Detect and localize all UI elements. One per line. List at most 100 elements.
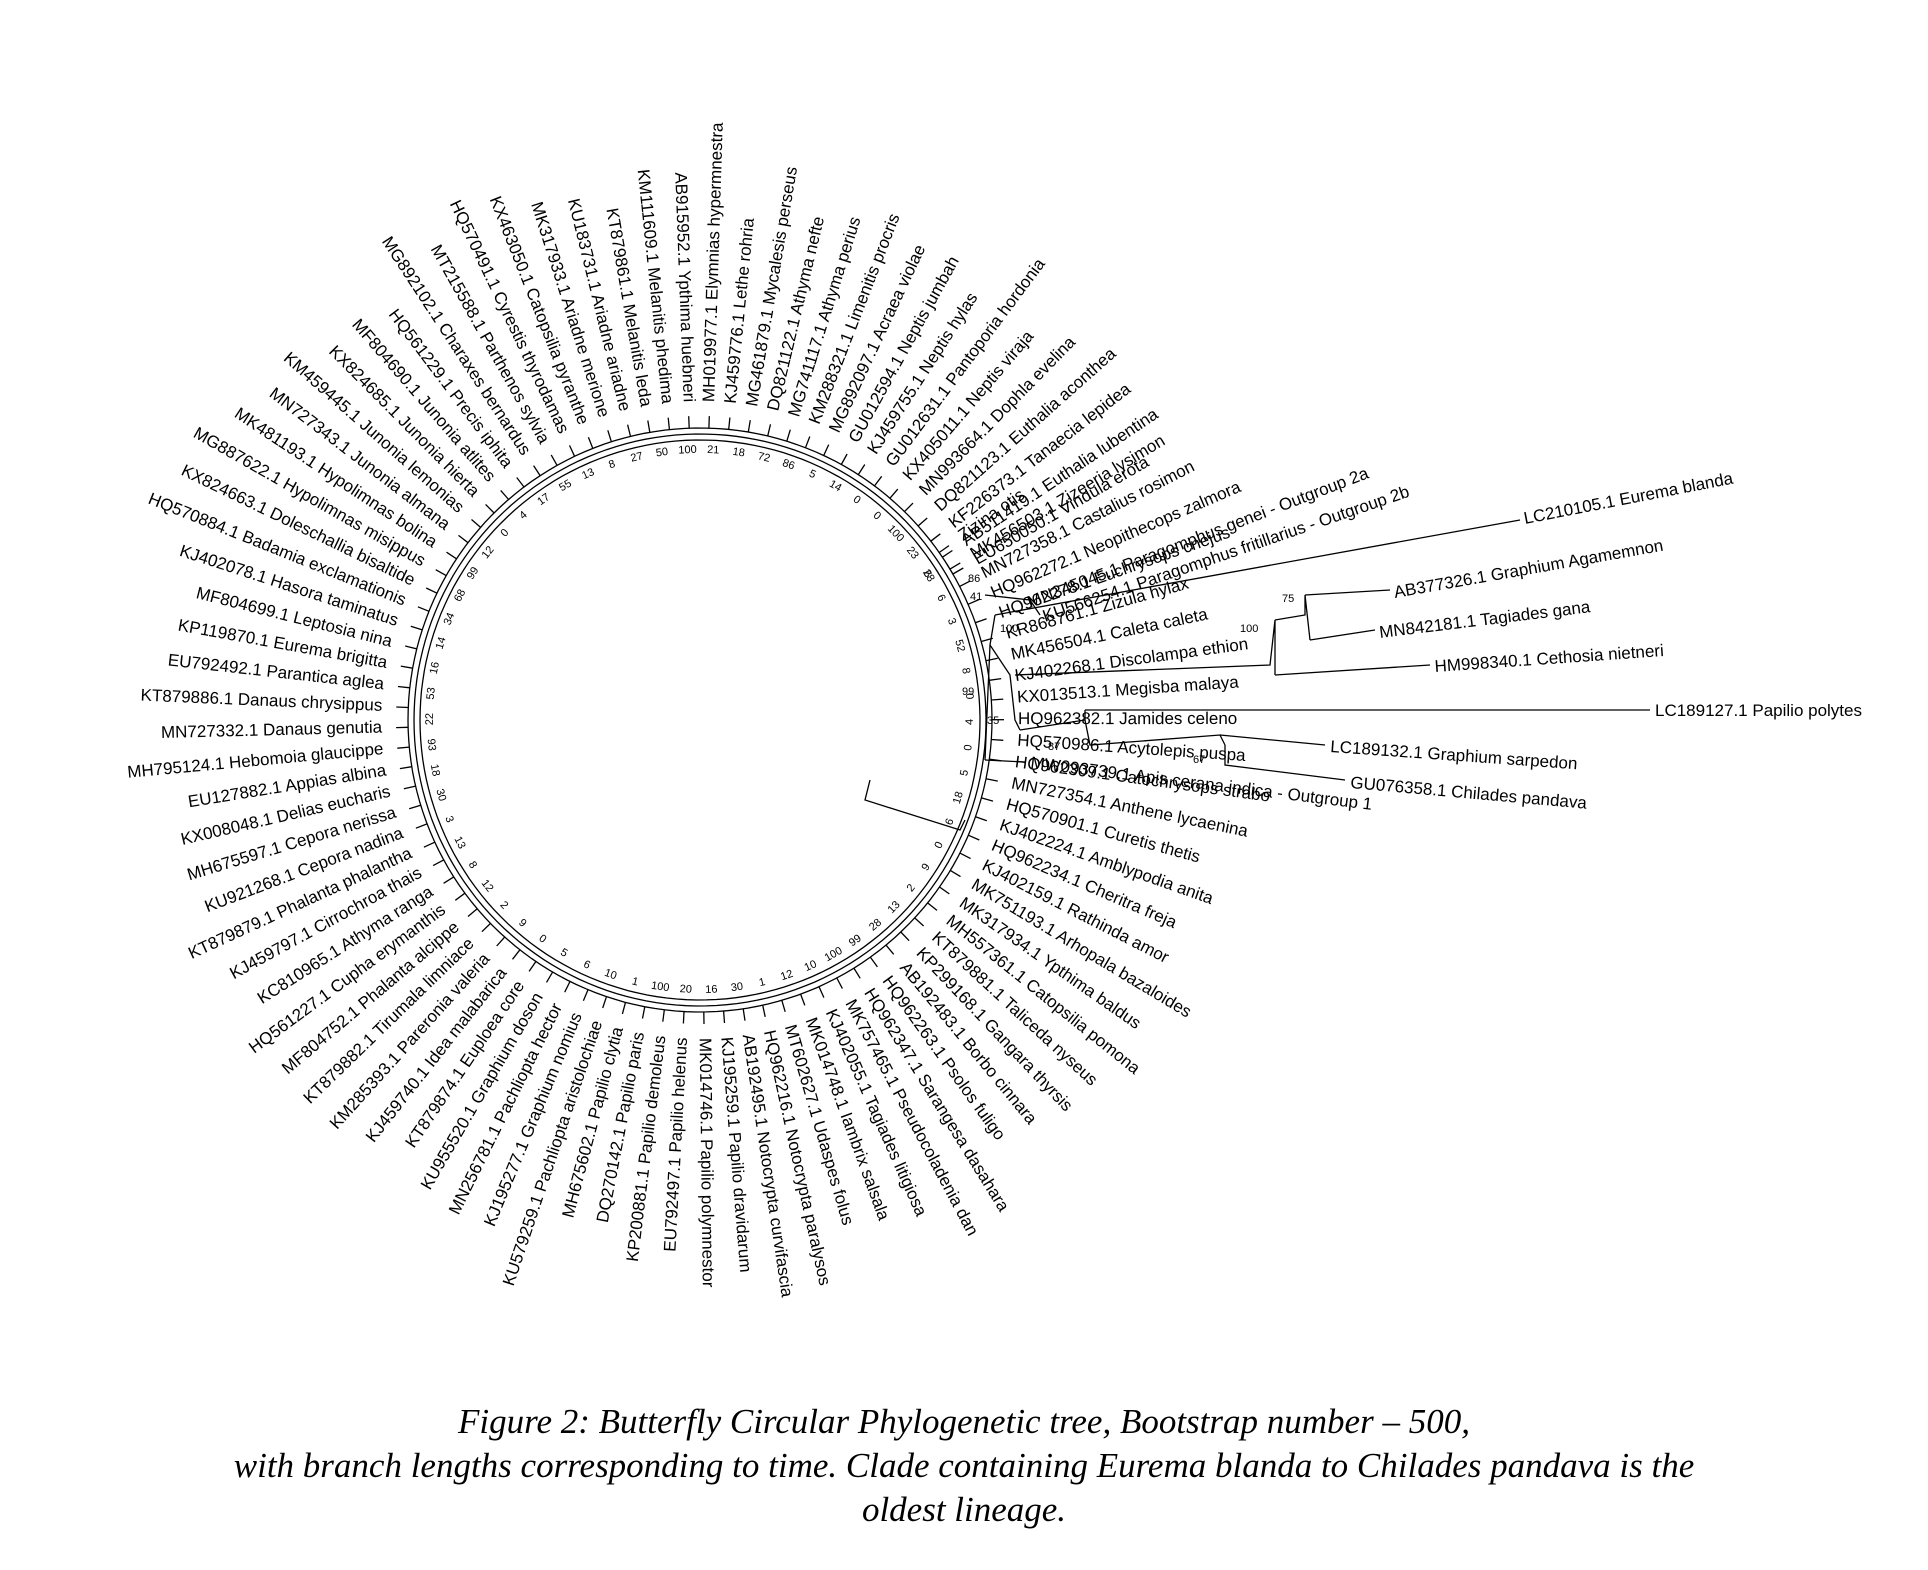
circle-bootstrap-label: 0 <box>498 527 511 540</box>
circle-bootstrap-label: 4 <box>517 509 529 522</box>
leaf-branch <box>917 517 928 527</box>
circle-bootstrap-label: 13 <box>451 835 467 851</box>
circle-bootstrap-label: 99 <box>465 565 482 582</box>
leaf-branch <box>989 677 1002 681</box>
leaf-branch <box>602 996 608 1009</box>
leaf-branch <box>607 430 613 442</box>
leaf-branch <box>975 816 988 822</box>
circle-bootstrap-label: 5 <box>558 946 569 959</box>
leaf-branch <box>786 429 791 442</box>
circle-bootstrap-label: 5 <box>958 769 971 777</box>
leaf-branch <box>762 1005 766 1018</box>
branch-outgroup-2a <box>984 594 1031 601</box>
branch-chilades-pandava <box>1224 745 1346 781</box>
circle-bootstrap-label: 100 <box>885 523 906 545</box>
leaf-branch <box>443 876 455 884</box>
branch-cethosia-nietneri <box>1274 664 1431 676</box>
leaf-eurema-blanda: LC210105.1 Eurema blanda <box>1522 469 1735 528</box>
leaf-branch <box>804 436 811 448</box>
circle-bootstrap-label: 99 <box>847 932 864 949</box>
leaf-branch <box>818 986 825 998</box>
leaf-branch <box>564 981 571 993</box>
circle-bootstrap-label: 9 <box>919 862 932 874</box>
leaf-branch <box>942 549 953 558</box>
circle-bootstrap-label: 100 <box>678 444 697 457</box>
circle-bootstrap-label: 34 <box>442 611 458 627</box>
leaf-branch <box>975 618 987 624</box>
leaf-branch <box>516 477 525 488</box>
boot-86: 86 <box>968 573 980 585</box>
leaf-branch <box>425 587 438 594</box>
circle-bootstrap-label: 20 <box>679 983 692 996</box>
circle-bootstrap-label: 6 <box>920 568 933 580</box>
leaf-branch <box>403 785 416 790</box>
leaf-branch <box>959 852 971 860</box>
circle-bootstrap-label: 12 <box>479 877 496 894</box>
circle-bootstrap-label: 13 <box>580 466 596 482</box>
leaf-branch <box>991 698 1004 701</box>
backbone-arc-2 <box>419 439 981 1001</box>
circular-clade-branches <box>396 416 1004 1025</box>
leaf-branch <box>471 519 482 528</box>
circle-bootstrap-label: 0 <box>871 509 883 522</box>
circle-bootstrap-label: 2 <box>497 899 510 912</box>
leaf-branch <box>621 1002 627 1015</box>
leaf-branch <box>781 1000 786 1012</box>
backbone-arc-1 <box>413 433 987 1007</box>
leaf-cethosia-nietneri: HM998340.1 Cethosia nietneri <box>1434 641 1664 676</box>
leaf-branch <box>985 657 998 662</box>
leaf-branch <box>968 834 980 841</box>
circle-bootstrap-label: 17 <box>535 491 552 508</box>
boot-41: 41 <box>970 591 982 603</box>
boot-100-b: 100 <box>1240 623 1258 635</box>
circle-bootstrap-label: 52 <box>952 638 967 653</box>
circle-bootstrap-label: 18 <box>732 446 746 460</box>
caption-line-2: with branch lengths corresponding to tim… <box>233 1446 1695 1485</box>
leaf-branch <box>853 967 861 979</box>
leaf-branch <box>396 706 409 709</box>
circle-bootstrap-label: 28 <box>920 567 937 584</box>
leaf-branch <box>399 766 412 770</box>
circle-bootstrap-label: 8 <box>466 859 479 871</box>
leaf-branch <box>528 961 537 972</box>
boot-35: 35 <box>987 715 999 727</box>
leaf-branch <box>435 569 447 577</box>
leaf-graphium-agamemnon: AB377326.1 Graphium Agamemnon <box>1392 536 1664 602</box>
leaf-branch <box>873 475 883 487</box>
circle-bootstrap-label: 6 <box>934 593 947 604</box>
leaf-branch <box>927 902 938 911</box>
leaf-branch <box>799 993 806 1006</box>
leaf-branch <box>939 886 950 895</box>
leaf-branch <box>985 778 998 782</box>
leaf-branch <box>840 453 848 465</box>
leaf-branch <box>500 489 510 500</box>
circle-leaf-label: AB915952.1 Ypthima huebneri <box>671 172 699 403</box>
leaf-branch <box>485 503 495 514</box>
circle-leaf-label: MH019977.1 Elymnias hypermnestra <box>699 122 727 403</box>
branch-node-87 <box>1084 719 1226 746</box>
leaf-branch <box>981 797 994 802</box>
circle-bootstrap-label: 1 <box>758 976 767 989</box>
circle-leaf-label: MK014746.1 Papilio polymnestor <box>696 1038 718 1288</box>
leaf-branch <box>747 420 751 433</box>
circle-bootstrap-label: 30 <box>730 981 744 995</box>
circle-bootstrap-label: 0 <box>963 693 975 700</box>
leaf-branch <box>914 917 925 927</box>
leaf-branch <box>405 645 417 650</box>
leaf-branch <box>587 436 594 449</box>
circle-bootstrap-label: 68 <box>452 587 468 603</box>
leaf-branch <box>682 1011 685 1024</box>
figure-caption: Figure 2: Butterfly Circular Phylogeneti… <box>0 1400 1928 1532</box>
leaf-branch <box>409 804 421 810</box>
old-clade-bootstrap: 100 75 100 99 35 87 67 86 41 <box>962 573 1294 766</box>
boot-67: 67 <box>1193 754 1205 766</box>
circle-bootstrap-label: 30 <box>433 788 448 803</box>
leaf-branch <box>667 417 671 430</box>
circle-bootstrap-label: 8 <box>607 458 617 471</box>
leaf-branch <box>949 562 961 570</box>
circle-bootstrap-label: 5 <box>807 468 818 481</box>
circle-bootstrap-label: 0 <box>962 744 975 751</box>
leaf-branch <box>836 977 843 989</box>
leaf-branch <box>930 533 941 542</box>
circle-bootstrap-label: 0 <box>851 493 863 506</box>
